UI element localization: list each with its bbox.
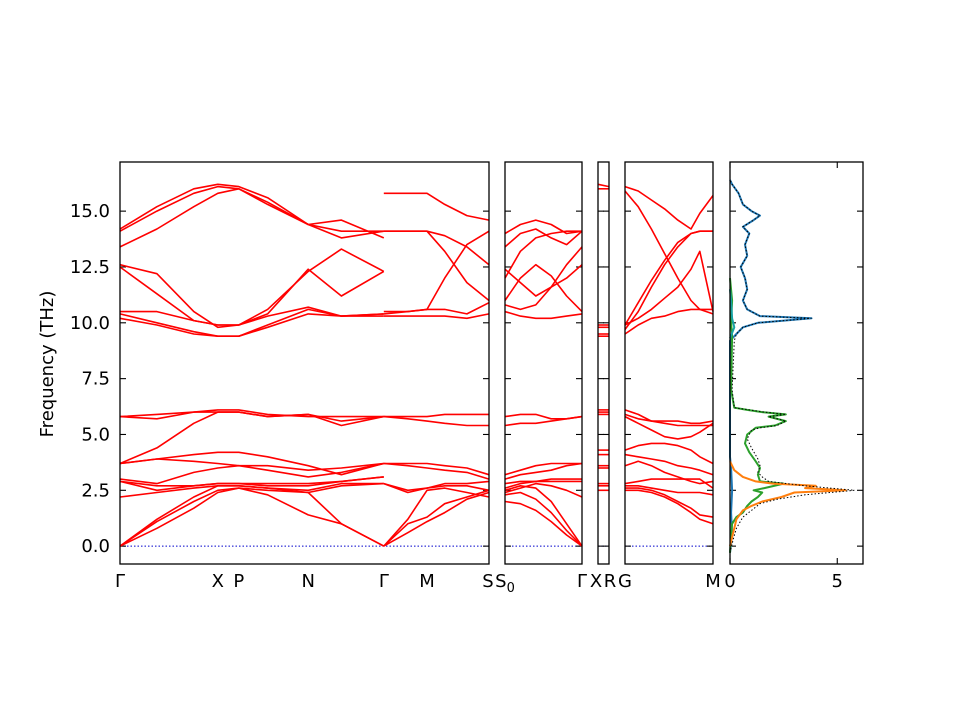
- band-line: [504, 462, 583, 480]
- band-line: [625, 485, 714, 496]
- band-line: [504, 480, 582, 489]
- band-line: [119, 188, 384, 248]
- dos-curve: [729, 278, 787, 553]
- band-line: [383, 230, 490, 313]
- band-line: [625, 489, 714, 525]
- axes-frame: [504, 161, 583, 565]
- x-tick-label: X: [212, 571, 224, 592]
- band-line: [624, 230, 713, 330]
- y-tick-labels: 0.0 2.5 5.0 7.5 10.0 12.5 15.0: [70, 201, 110, 557]
- y-tick-label: 10.0: [70, 313, 110, 334]
- band-line: [383, 462, 490, 480]
- band-line: [119, 487, 385, 547]
- band-line: [504, 478, 582, 485]
- band-line: [625, 487, 714, 518]
- band-line: [504, 415, 583, 427]
- band-line: [624, 415, 714, 440]
- band-line: [383, 192, 490, 221]
- band-line: [624, 308, 714, 335]
- band-line: [383, 480, 490, 492]
- x-tick-label: Γ: [577, 571, 587, 592]
- y-tick-label: 12.5: [70, 257, 110, 278]
- axes-frame: [119, 161, 490, 565]
- band-panels: Γ X P N Γ M S S0 Γ X R G M: [115, 161, 721, 596]
- x-tick-label: G: [618, 571, 632, 592]
- band-line: [119, 482, 384, 547]
- x-tick-label: N: [301, 571, 314, 592]
- y-tick-label: 0.0: [81, 536, 110, 557]
- band-line: [383, 413, 489, 418]
- dos-curve: [729, 179, 855, 553]
- band-line: [383, 462, 490, 476]
- x-tick-label: Γ: [379, 571, 389, 592]
- band-line: [119, 409, 384, 420]
- dos-axes-frame: [729, 161, 864, 565]
- x-tick-label: S: [482, 571, 493, 592]
- band-line: [624, 478, 714, 489]
- y-tick-label: 2.5: [81, 480, 110, 501]
- y-tick-label: 7.5: [81, 369, 110, 390]
- band-line: [624, 442, 714, 465]
- band-line: [504, 264, 583, 311]
- band-line: [624, 460, 714, 485]
- band-line: [383, 313, 490, 320]
- band-line: [383, 482, 490, 494]
- band-line: [119, 183, 384, 232]
- band-line: [504, 263, 583, 313]
- dos-curve: [729, 179, 813, 553]
- x-tick-label: M: [419, 571, 435, 592]
- band-line: [119, 313, 384, 337]
- band-line: [624, 453, 714, 476]
- x-tick-label: P: [233, 571, 244, 592]
- x-tick-label: X: [590, 571, 602, 592]
- band-axes-2: [597, 161, 610, 565]
- x-tick-label: R: [604, 571, 617, 592]
- x-tick-label: Γ: [115, 571, 125, 592]
- x-tick-label: S0: [495, 571, 515, 596]
- band-line: [504, 491, 583, 547]
- band-line: [504, 230, 582, 279]
- dos-x-tick-label: 5: [832, 571, 843, 592]
- band-axes-0: [119, 161, 490, 565]
- band-line: [119, 451, 385, 476]
- band-line: [383, 415, 489, 427]
- band-line: [504, 219, 583, 235]
- band-line: [119, 462, 384, 485]
- y-tick-label: 5.0: [81, 424, 110, 445]
- band-line: [504, 485, 583, 547]
- band-line: [597, 183, 610, 188]
- band-line: [383, 230, 490, 302]
- band-line: [504, 482, 583, 498]
- band-line: [383, 301, 490, 315]
- dos-x-tick-label: 0: [724, 571, 735, 592]
- band-line: [383, 230, 490, 266]
- band-axes-3: [624, 161, 714, 565]
- band-line: [624, 413, 714, 425]
- band-line: [624, 190, 713, 311]
- band-line: [624, 409, 713, 427]
- x-tick-label: M: [705, 571, 721, 592]
- dos-curve: [729, 289, 736, 339]
- band-line: [383, 491, 490, 547]
- band-line: [504, 310, 583, 320]
- band-line: [624, 185, 714, 230]
- band-line: [383, 487, 490, 547]
- y-tick-label: 15.0: [70, 201, 110, 222]
- dos-curve: [729, 460, 847, 547]
- y-axis-label: Frequency (THz): [37, 291, 58, 438]
- band-line: [504, 246, 583, 297]
- axes-frame: [624, 161, 714, 565]
- band-line: [119, 476, 384, 492]
- band-axes-1: [504, 161, 583, 565]
- band-line: [624, 250, 714, 326]
- band-line: [504, 500, 583, 547]
- axes-frame: [597, 161, 610, 565]
- band-line: [383, 489, 490, 547]
- band-line: [119, 411, 384, 465]
- band-line: [504, 228, 583, 248]
- band-line: [504, 462, 582, 476]
